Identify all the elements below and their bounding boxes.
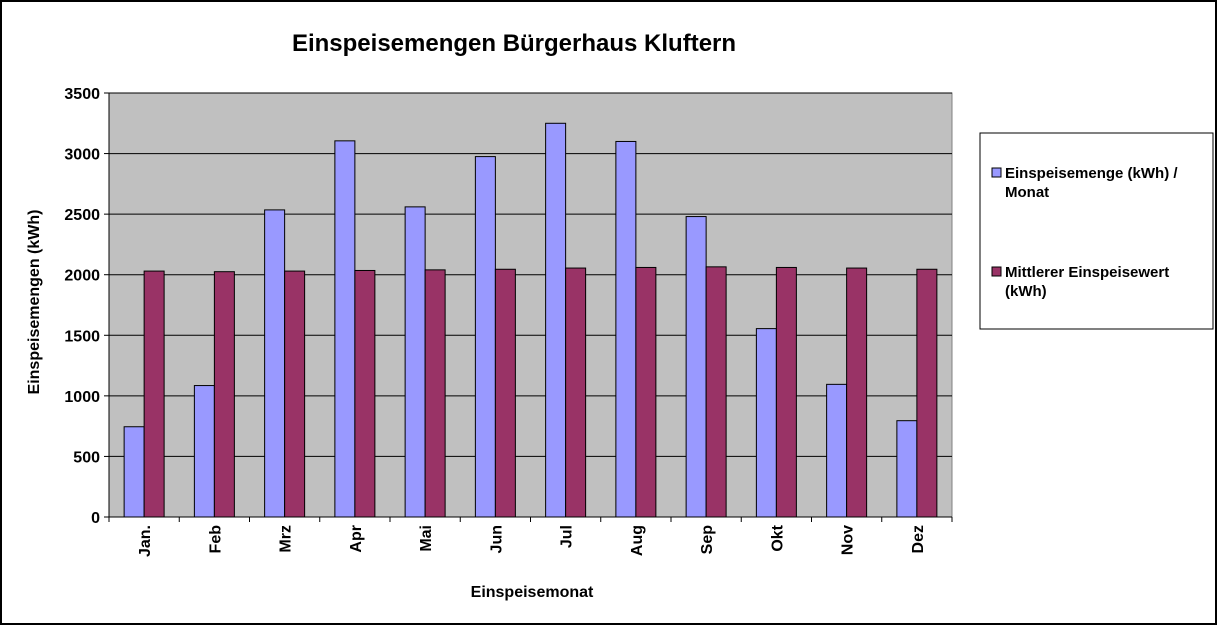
plot-area	[108, 92, 953, 518]
legend-swatch-series-2	[991, 266, 1002, 277]
y-tick-label: 3500	[64, 86, 100, 103]
x-tick-label: Jun	[488, 525, 505, 553]
bar-series-2	[213, 271, 235, 518]
legend-swatch-series-1	[991, 167, 1002, 178]
bar-series-1	[264, 209, 286, 518]
x-tick-label: Jan.	[137, 525, 154, 557]
bar-series-1	[826, 383, 848, 518]
x-tick-label: Mai	[418, 525, 435, 552]
grid-lines	[109, 92, 952, 457]
x-tick-label: Okt	[769, 524, 786, 551]
y-tick-labels: 0 500 1000 1500 2000 2500 3000 3500	[64, 86, 100, 527]
bar-series-1	[404, 206, 426, 518]
bar-series-2	[775, 266, 797, 518]
legend-label-series-2-line-1: Mittlerer Einspeisewert	[1005, 264, 1169, 281]
y-tick-label: 3000	[64, 147, 100, 164]
bars	[123, 122, 938, 518]
bar-series-2	[143, 270, 165, 518]
bar-series-2	[635, 266, 657, 518]
y-tick-label: 1000	[64, 389, 100, 406]
bar-series-1	[123, 426, 145, 518]
bar-series-1	[685, 216, 707, 518]
x-tick-label: Apr	[348, 525, 365, 553]
bar-series-1	[755, 328, 777, 518]
x-tick-label: Feb	[207, 525, 224, 554]
bar-series-2	[705, 266, 727, 518]
chart-title: Einspeisemengen Bürgerhaus Kluftern	[292, 30, 736, 57]
x-tick-label: Sep	[699, 525, 716, 555]
legend-label-series-2: Mittlerer Einspeisewert (kWh)	[1005, 264, 1173, 300]
bar-series-2	[565, 267, 587, 518]
x-tick-label: Aug	[629, 525, 646, 556]
bar-series-1	[334, 140, 356, 518]
x-tick-label: Dez	[910, 525, 927, 553]
y-tick-label: 0	[91, 510, 100, 527]
bar-series-2	[424, 269, 446, 518]
legend-label-series-1: Einspeisemenge (kWh) / Monat	[1005, 165, 1182, 201]
y-tick-label: 500	[73, 449, 100, 466]
bar-series-2	[846, 267, 868, 518]
x-tick-label: Jul	[559, 525, 576, 548]
y-tick-label: 1500	[64, 328, 100, 345]
bar-series-1	[615, 140, 637, 518]
y-axis-title: Einspeisemengen (kWh)	[26, 210, 43, 395]
bar-series-1	[474, 156, 496, 518]
x-axis-title: Einspeisemonat	[471, 584, 594, 601]
legend-label-series-2-line-2: (kWh)	[1005, 283, 1047, 300]
x-tick-labels: Jan. Feb Mrz Apr Mai Jun Jul Aug Sep Okt Nov Dez	[137, 524, 927, 557]
x-tick-label: Nov	[840, 525, 857, 555]
bar-series-1	[896, 420, 918, 518]
legend-label-series-1-line-2: Monat	[1005, 184, 1049, 201]
bar-series-2	[284, 270, 306, 518]
bar-series-1	[545, 122, 567, 518]
y-tick-label: 2000	[64, 268, 100, 285]
axes	[104, 92, 953, 522]
y-tick-label: 2500	[64, 207, 100, 224]
bar-series-1	[193, 385, 215, 518]
legend: Einspeisemenge (kWh) / Monat Mittlerer E…	[979, 132, 1214, 330]
bar-series-2	[494, 268, 516, 518]
bar-series-2	[354, 269, 376, 518]
legend-box	[979, 132, 1214, 330]
legend-label-series-1-line-1: Einspeisemenge (kWh) /	[1005, 165, 1178, 182]
bar-series-2	[916, 268, 938, 518]
x-tick-label: Mrz	[278, 525, 295, 553]
